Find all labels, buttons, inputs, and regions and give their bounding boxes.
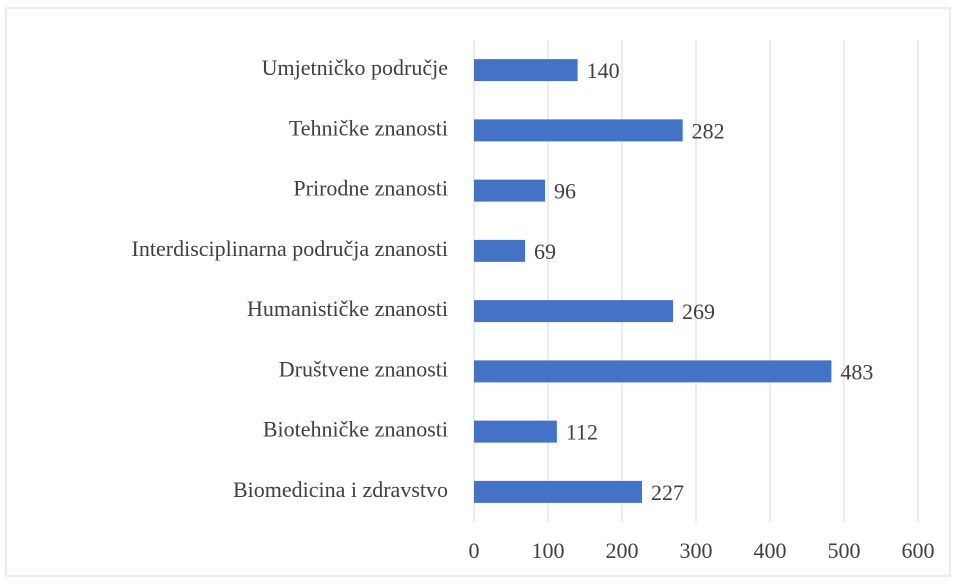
x-tick-label: 500 xyxy=(828,538,861,563)
data-label: 96 xyxy=(554,179,576,204)
x-tick-label: 400 xyxy=(754,538,787,563)
x-tick-label: 0 xyxy=(469,538,480,563)
bar xyxy=(474,179,546,202)
x-tick-label: 600 xyxy=(902,538,935,563)
data-label: 140 xyxy=(587,58,620,83)
y-tick-label: Umjetničko područje xyxy=(262,55,448,80)
y-tick-label: Interdisciplinarna područja znanosti xyxy=(132,236,448,261)
bar xyxy=(474,480,642,503)
data-label: 69 xyxy=(534,239,556,264)
bar xyxy=(474,360,832,383)
data-label: 282 xyxy=(692,118,725,143)
data-label: 483 xyxy=(840,359,873,384)
bar xyxy=(474,239,526,262)
x-tick-label: 200 xyxy=(606,538,639,563)
data-label: 227 xyxy=(651,480,684,505)
data-label: 269 xyxy=(682,299,715,324)
x-tick-label: 100 xyxy=(532,538,565,563)
y-tick-label: Tehničke znanosti xyxy=(289,115,448,140)
bar xyxy=(474,300,674,323)
y-tick-label: Biotehničke znanosti xyxy=(263,417,448,442)
y-tick-label: Biomedicina i zdravstvo xyxy=(233,477,448,502)
y-tick-label: Humanističke znanosti xyxy=(247,296,448,321)
bar xyxy=(474,420,557,443)
y-tick-label: Društvene znanosti xyxy=(279,356,448,381)
y-tick-label: Prirodne znanosti xyxy=(293,176,448,201)
data-label: 112 xyxy=(566,420,598,445)
bar xyxy=(474,119,683,142)
bar xyxy=(474,59,578,82)
x-tick-label: 300 xyxy=(680,538,713,563)
